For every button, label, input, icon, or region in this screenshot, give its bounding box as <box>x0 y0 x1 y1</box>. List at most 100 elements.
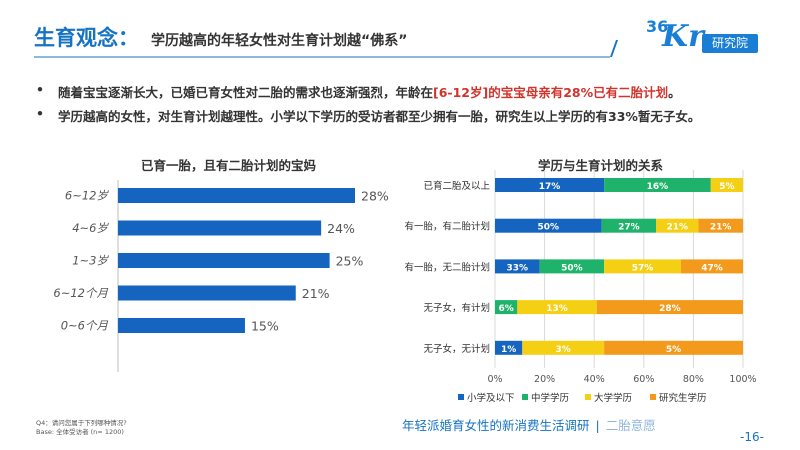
bullet-dot: • <box>36 106 44 121</box>
stacked-segment <box>517 300 597 315</box>
stacked-segment <box>681 259 743 274</box>
segment-value-label: 5% <box>719 182 734 192</box>
brand-logo: 36 Kr 研究院 <box>646 17 770 57</box>
x-tick-label: 0% <box>487 374 502 385</box>
stacked-segment <box>495 340 523 355</box>
segment-value-label: 3% <box>556 345 571 355</box>
stacked-segment <box>698 218 743 233</box>
section-name: 二胎意愿 <box>605 418 656 433</box>
report-name: 年轻派婚育女性的新消费生活调研 <box>402 418 590 433</box>
legend-label: 中学学历 <box>531 392 569 404</box>
segment-value-label: 21% <box>710 223 732 233</box>
finding-text-after: 。 <box>668 85 681 100</box>
category-label: 已育二胎及以上 <box>423 180 490 192</box>
legend-label: 大学学历 <box>594 392 632 404</box>
finding-item: • 学历越高的女性，对生育计划越理性。小学以下学历的受访者都至少拥有一胎，研究生… <box>36 106 700 130</box>
stacked-segment <box>596 300 743 315</box>
stacked-segment <box>656 218 699 233</box>
report-footer: 年轻派婚育女性的新消费生活调研 | 二胎意愿 <box>402 415 656 434</box>
title-colon: ： <box>118 26 139 50</box>
x-tick-label: 20% <box>534 374 555 385</box>
legend-swatch <box>585 394 591 400</box>
finding-text-before: 学历越高的女性，对生育计划越理性。小学以下学历的受访者都至少拥有一胎，研究生以上… <box>58 109 701 124</box>
stacked-segment <box>539 259 605 274</box>
category-label: 6~12个月 <box>53 286 108 300</box>
segment-value-label: 13% <box>546 304 568 314</box>
logo-number: 36 <box>646 17 669 36</box>
bar-value-label: 24% <box>327 221 355 236</box>
stacked-segment <box>601 218 657 233</box>
segment-value-label: 17% <box>539 182 561 192</box>
bar <box>118 253 330 268</box>
legend-label: 小学及以下 <box>467 392 515 404</box>
bar <box>118 318 245 333</box>
stacked-segment <box>604 340 743 355</box>
right-stacked-chart: 0% 20% 40% 60% 80% 100% 已育二胎及以上 17% 16% 5% 有一胎，有二胎… <box>404 170 757 404</box>
x-tick-label: 100% <box>729 374 756 385</box>
category-label: 6~12岁 <box>65 189 110 203</box>
category-label: 无子女，无计划 <box>423 343 490 355</box>
page-title: 生育观念 <box>34 26 118 50</box>
bar <box>118 220 322 236</box>
page-number: -16- <box>740 430 764 444</box>
bar-value-label: 15% <box>251 319 279 334</box>
bar <box>118 188 355 203</box>
x-tick-label: 80% <box>683 374 704 385</box>
bar-value-label: 28% <box>361 189 389 204</box>
segment-value-label: 57% <box>632 263 654 273</box>
question-note: Q4：请问您属于下列哪种情况? <box>36 419 127 427</box>
finding-highlight: [6-12岁]的宝宝母亲有28%已有二胎计划 <box>433 85 669 100</box>
finding-text-before: 随着宝宝逐渐长大，已婚已育女性对二胎的需求也逐渐强烈，年龄在 <box>58 85 434 100</box>
category-label: 1~3岁 <box>72 254 109 268</box>
stacked-segment <box>495 259 540 274</box>
segment-value-label: 28% <box>659 304 681 314</box>
stacked-segment <box>604 178 711 192</box>
segment-value-label: 5% <box>666 345 681 355</box>
x-tick-label: 60% <box>633 374 654 385</box>
header-divider-accent <box>610 40 618 57</box>
stacked-segment <box>522 340 605 355</box>
left-bar-chart: 6~12岁 28% 4~6岁 24% 1~3岁 25% 6~12个月 21% 0~6个月 15% <box>53 180 389 372</box>
category-label: 有一胎，有二胎计划 <box>404 221 490 233</box>
category-label: 4~6岁 <box>72 221 109 235</box>
legend-swatch <box>522 394 528 400</box>
bar-value-label: 21% <box>302 286 330 301</box>
legend-swatch <box>650 394 656 400</box>
page-subtitle: 学历越高的年轻女性对生育计划越“佛系” <box>151 33 408 49</box>
segment-value-label: 21% <box>667 223 689 233</box>
category-label: 无子女，有计划 <box>423 302 490 314</box>
base-note: Base: 全体受访者 (n= 1200) <box>36 428 124 436</box>
stacked-segment <box>710 178 743 192</box>
segment-value-label: 50% <box>561 263 583 273</box>
finding-text: 随着宝宝逐渐长大，已婚已育女性对二胎的需求也逐渐强烈，年龄在[6-12岁]的宝宝… <box>58 82 681 101</box>
finding-text: 学历越高的女性，对生育计划越理性。小学以下学历的受访者都至少拥有一胎，研究生以上… <box>58 106 700 125</box>
page-header: 生育观念 ： 学历越高的年轻女性对生育计划越“佛系” <box>34 22 407 52</box>
segment-value-label: 50% <box>538 223 560 233</box>
bar-value-label: 25% <box>336 254 364 269</box>
header-divider <box>34 40 618 58</box>
legend-swatch <box>458 394 464 400</box>
stacked-segment <box>495 218 602 233</box>
logo-letters: Kr <box>662 19 704 54</box>
segment-value-label: 16% <box>647 182 669 192</box>
left-chart-title: 已育一胎，且有二胎计划的宝妈 <box>141 158 317 173</box>
stacked-segment <box>495 178 605 192</box>
stacked-segment <box>604 259 681 274</box>
segment-value-label: 33% <box>507 263 529 273</box>
footer-separator: | <box>595 418 600 433</box>
key-findings: • 随着宝宝逐渐长大，已婚已育女性对二胎的需求也逐渐强烈，年龄在[6-12岁]的… <box>36 82 700 130</box>
right-chart-title: 学历与生育计划的关系 <box>538 158 664 173</box>
bullet-dot: • <box>36 82 44 97</box>
finding-item: • 随着宝宝逐渐长大，已婚已育女性对二胎的需求也逐渐强烈，年龄在[6-12岁]的… <box>36 82 700 106</box>
segment-value-label: 27% <box>618 223 640 233</box>
segment-value-label: 1% <box>501 345 516 355</box>
category-label: 0~6个月 <box>61 319 109 333</box>
stacked-segment <box>495 300 518 315</box>
segment-value-label: 47% <box>701 263 723 273</box>
legend-label: 研究生学历 <box>659 392 707 404</box>
logo-tag: 研究院 <box>702 34 758 53</box>
x-tick-label: 40% <box>584 374 605 385</box>
bar <box>118 285 296 301</box>
segment-value-label: 6% <box>499 304 514 314</box>
category-label: 有一胎，无二胎计划 <box>404 261 490 273</box>
